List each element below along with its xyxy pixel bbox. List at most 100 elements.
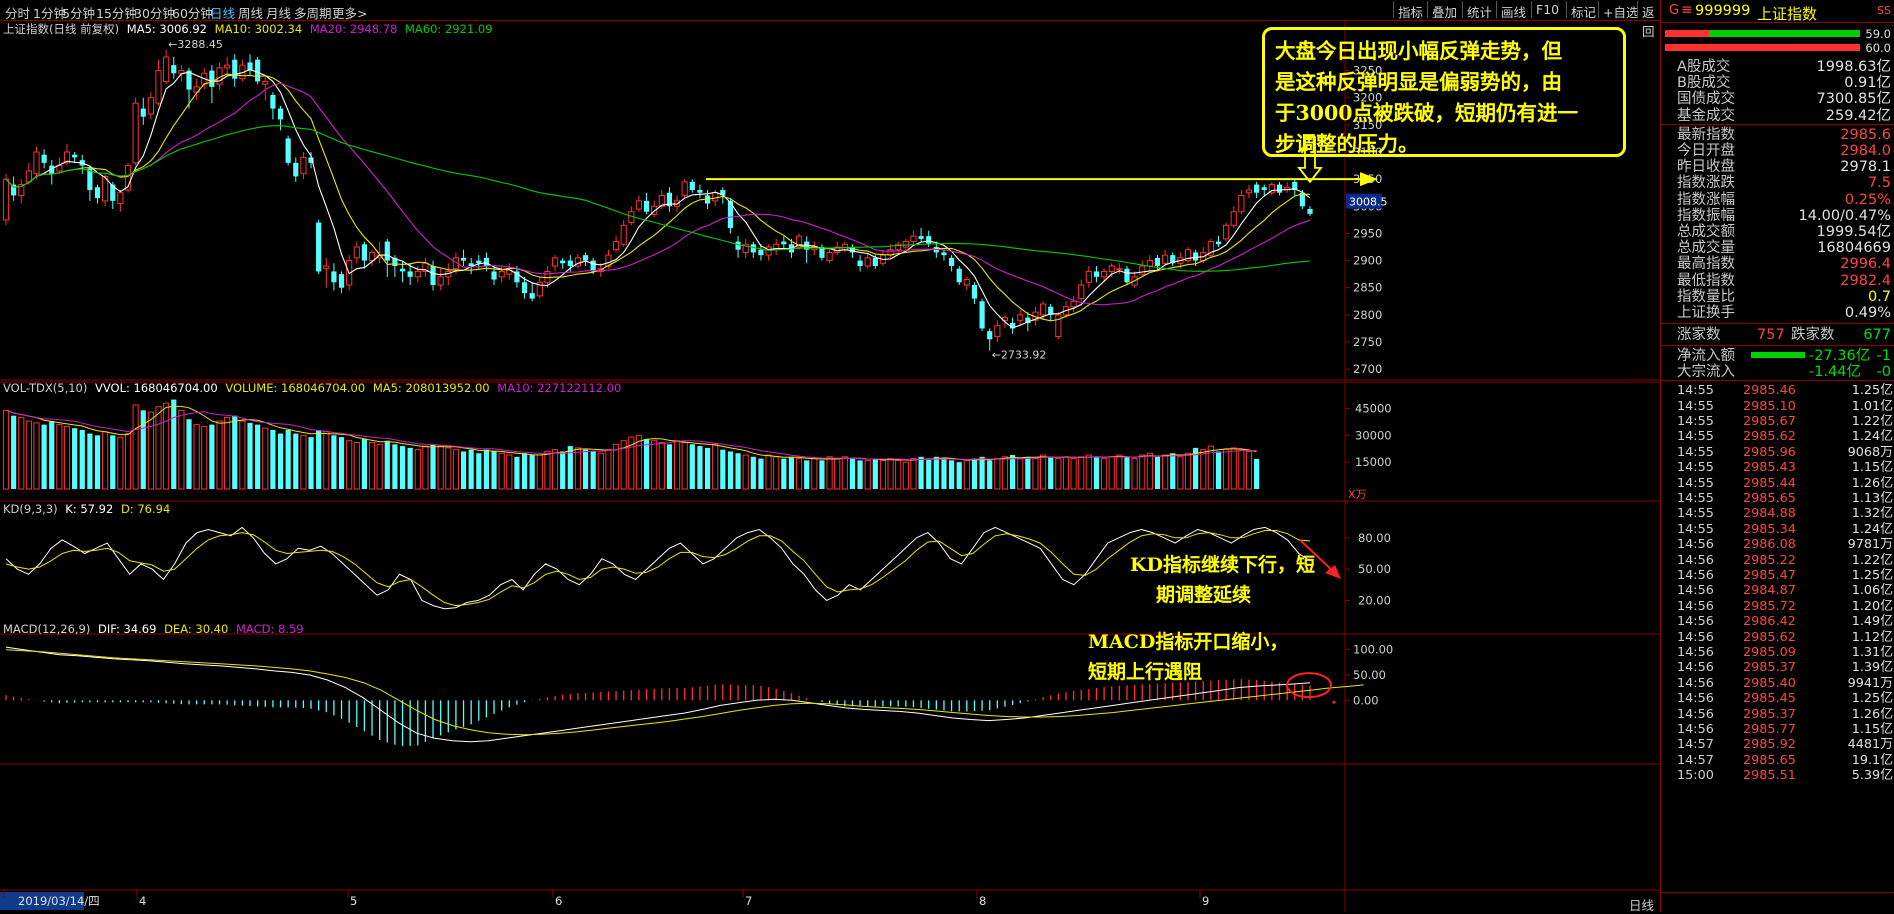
tick-time: 14:56 [1677, 691, 1714, 707]
index-code[interactable]: 999999 [1695, 3, 1751, 19]
period-tab[interactable]: 60分钟 [172, 6, 213, 21]
flow-row: 净流入额 -27.36亿 -1 [1661, 347, 1894, 365]
toolbar-button[interactable]: +自选 [1598, 1, 1642, 20]
macd-title: MACD(12,26,9) [3, 622, 91, 636]
kline-chart-area[interactable]: 2700275028002850290029503000305031003150… [0, 20, 1660, 912]
quote-value: 2996.4 [1840, 256, 1891, 273]
ratio-bar-2 [1665, 44, 1860, 51]
tick-volume: 1.26亿 [1851, 475, 1893, 491]
tick-row: 14:57 2985.92 4481万 [1661, 737, 1894, 752]
toolbar-button[interactable]: 指标 [1393, 1, 1427, 20]
tick-volume: 1.13亿 [1851, 491, 1893, 506]
candle-body [590, 260, 596, 272]
toolbar-button[interactable]: 统计 [1462, 1, 1496, 20]
footer-tab[interactable]: 日线 [1629, 898, 1655, 913]
volume-bar [124, 433, 132, 490]
tick-time: 14:55 [1677, 460, 1714, 476]
candle-body [399, 268, 406, 272]
volume-bar [879, 459, 887, 490]
candle-body [1025, 317, 1031, 323]
volume-bar [971, 458, 978, 489]
candle-body [560, 260, 566, 264]
tick-time: 14:56 [1677, 552, 1714, 568]
period-tab[interactable]: 日线 [210, 6, 236, 21]
volume-bar [560, 451, 566, 489]
tick-price: 2985.62 [1743, 429, 1796, 445]
period-tab[interactable]: 30分钟 [134, 6, 175, 21]
candle-body [1215, 241, 1222, 245]
volume-bar [1193, 447, 1199, 489]
volume-bar [308, 437, 314, 489]
period-tab[interactable]: 周线 [238, 6, 264, 21]
ma-line-ma20 [5, 82, 1311, 306]
y-tick-label: 0.00 [1353, 693, 1379, 707]
volume-bar [582, 449, 589, 489]
volume-bar [1177, 456, 1184, 490]
volume-bar [361, 438, 368, 489]
toolbar-button[interactable]: 叠加 [1427, 1, 1461, 20]
tick-volume: 1.15亿 [1851, 722, 1893, 737]
candle-body [781, 241, 787, 245]
quote-row: 今日开盘 2984.0 [1661, 142, 1894, 160]
volume-bar [597, 452, 604, 490]
date-highlight [0, 892, 84, 910]
tick-volume: 1.49亿 [1851, 614, 1893, 630]
volume-bar [1101, 458, 1108, 490]
quote-row: 总成交量 16804669 [1661, 239, 1894, 257]
quote-label: B股成交 [1677, 75, 1731, 92]
current-price-label: 3008.5 [1349, 196, 1388, 209]
volume-bar [826, 456, 833, 490]
volume-bar [437, 445, 444, 490]
tick-time: 14:56 [1677, 722, 1714, 737]
volume-bar [605, 449, 612, 490]
macd-annotation: MACD指标开口缩小， 短期上行遇阻 [1088, 627, 1288, 687]
candle-body [1116, 268, 1123, 271]
tick-volume: 1.01亿 [1851, 398, 1893, 414]
tick-time: 14:57 [1677, 752, 1714, 768]
period-tab[interactable]: 月线 [266, 6, 292, 21]
candle-body [422, 262, 429, 272]
candle-body [285, 138, 291, 163]
period-tab[interactable]: 更多> [332, 6, 368, 21]
toolbar-button[interactable]: 画线 [1496, 1, 1530, 20]
highlight-ellipse [1286, 672, 1332, 699]
volume-bar [41, 424, 47, 489]
volume-bar [811, 458, 818, 490]
period-tab[interactable]: 5分钟 [62, 6, 95, 21]
tick-volume: 1.24亿 [1851, 429, 1893, 445]
candle-body [72, 154, 78, 158]
period-tab[interactable]: 1分钟 [33, 6, 66, 21]
tick-price: 2985.09 [1743, 645, 1796, 660]
tick-row: 14:55 2985.65 1.13亿 [1661, 491, 1894, 506]
annotation-line: KD指标继续下行，短 [1130, 554, 1315, 576]
tick-price: 2985.43 [1743, 460, 1796, 476]
k-readout: K: 57.92 [65, 502, 114, 516]
volume-bar [612, 443, 620, 490]
toolbar-button[interactable]: 返回 [1637, 1, 1660, 39]
volume-bar [1238, 449, 1245, 490]
flow-extra: -1 [1876, 348, 1891, 365]
volume-bar [239, 420, 246, 490]
candle-body [1162, 254, 1169, 264]
annotation-line: 步调整的压力。 [1275, 132, 1419, 156]
tick-price: 2986.08 [1743, 537, 1796, 553]
volume-bar [643, 438, 650, 489]
quote-value: 2982.4 [1840, 272, 1891, 289]
tick-price: 2986.42 [1743, 614, 1796, 630]
period-tab[interactable]: 多周期 [294, 6, 332, 21]
candle-body [735, 241, 741, 250]
volume-bar [1032, 458, 1039, 490]
candle-body [407, 271, 413, 277]
candle-body [452, 257, 460, 270]
tick-price: 2985.40 [1743, 675, 1796, 691]
toolbar-button[interactable]: F10 [1531, 1, 1563, 18]
volume-bar [224, 416, 231, 490]
menu-icon[interactable]: ≡ [1681, 2, 1693, 18]
toolbar-button[interactable]: 标记 [1566, 1, 1600, 20]
volume-bar [773, 456, 780, 490]
period-tab[interactable]: 分时 [5, 6, 31, 21]
volume-bar [1001, 456, 1009, 490]
quote-row: 指数量比 0.7 [1661, 288, 1894, 306]
candle-body [132, 102, 139, 164]
period-tab[interactable]: 15分钟 [96, 6, 137, 21]
